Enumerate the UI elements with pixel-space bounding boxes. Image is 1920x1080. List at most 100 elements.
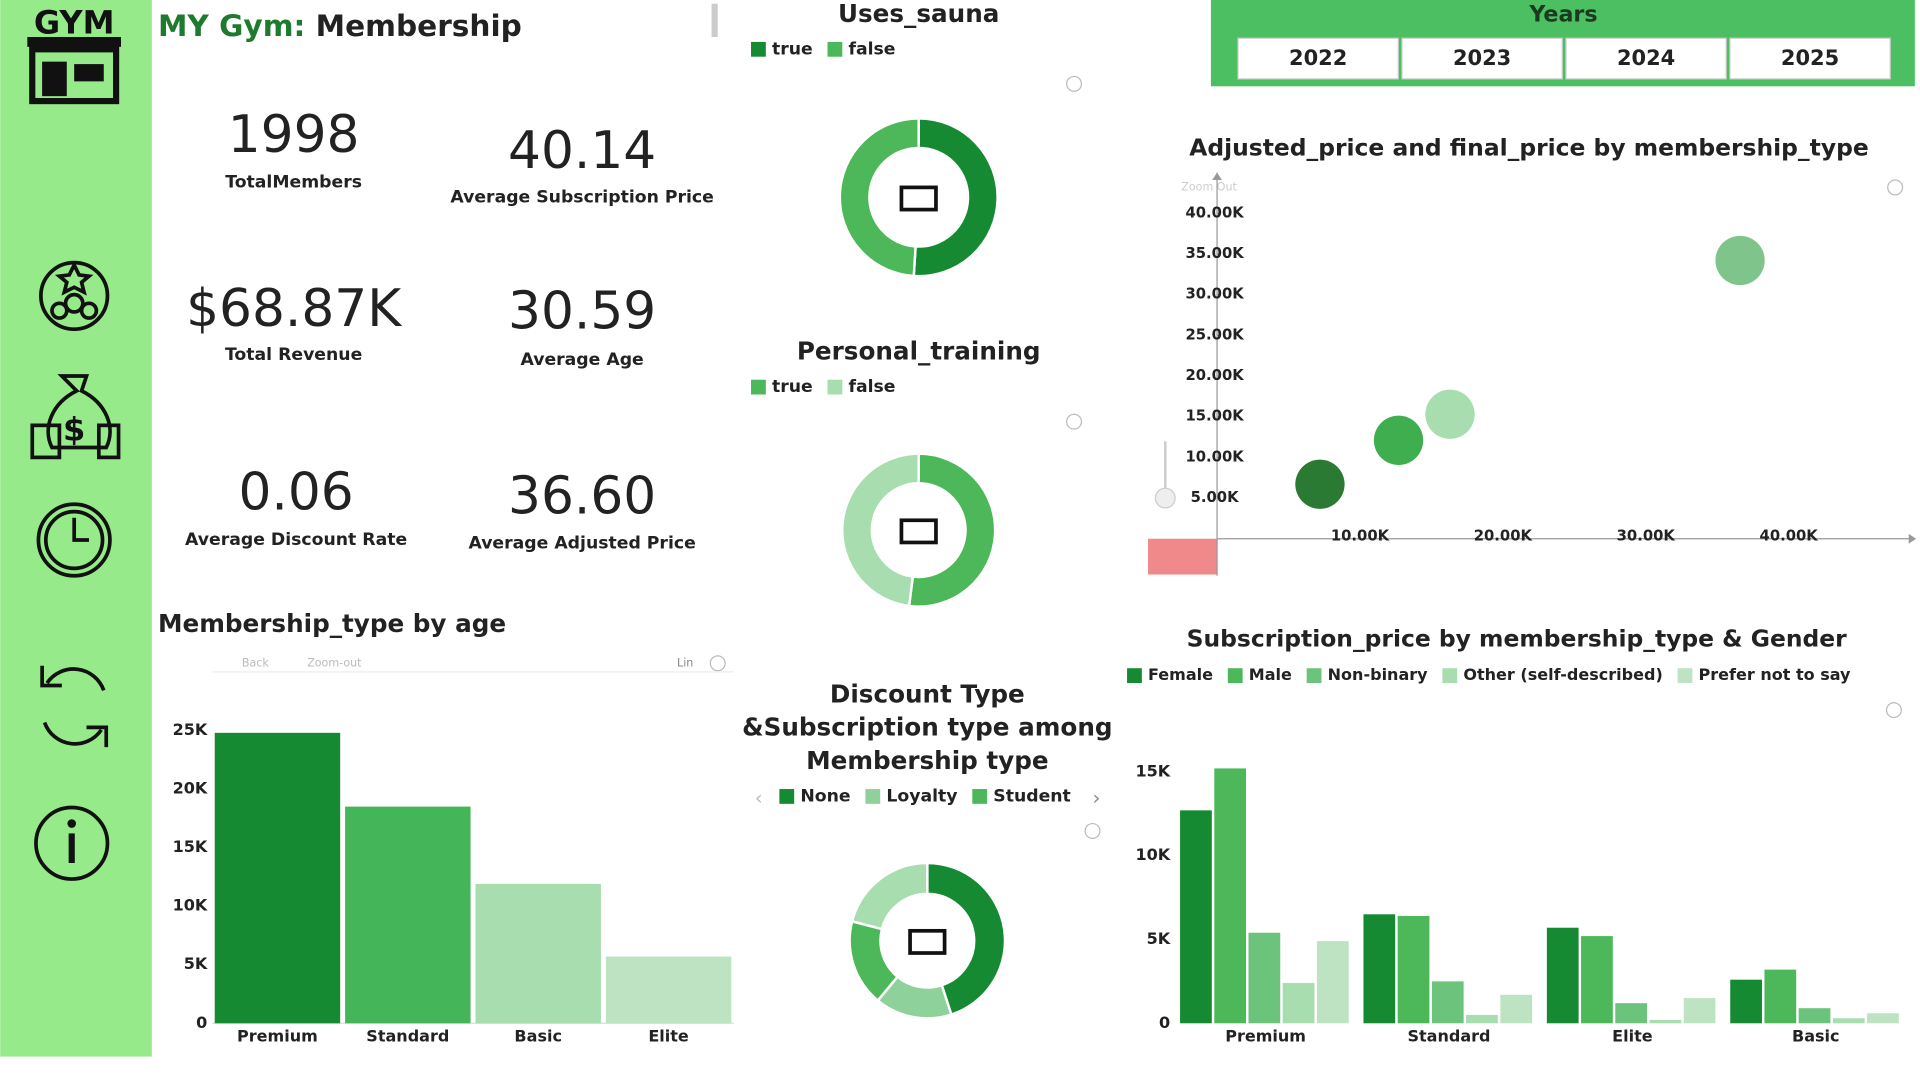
slicer-button[interactable] — [1565, 37, 1727, 80]
kpi-label: TotalMembers — [225, 172, 362, 192]
center-icon — [882, 896, 972, 986]
kpi-value: 40.14 — [508, 121, 656, 181]
bar — [1581, 936, 1613, 1024]
legend-label: true — [772, 377, 813, 397]
legend-next[interactable]: › — [1093, 786, 1101, 809]
bar — [1282, 983, 1315, 1024]
svg-text:$: $ — [63, 411, 85, 449]
bar — [1867, 1013, 1899, 1024]
donut-slice — [912, 117, 999, 278]
legend-swatch — [779, 789, 795, 804]
chart-title: Adjusted_price and final_price by member… — [1189, 134, 1868, 162]
center-icon — [899, 518, 938, 545]
toolbar-zoom[interactable]: Zoom Out — [1181, 180, 1237, 193]
legend-label: false — [848, 377, 895, 397]
legend-prev[interactable]: ‹ — [755, 786, 763, 809]
y-tick-label: 10K — [1136, 845, 1171, 864]
x-tick-label: Basic — [514, 1026, 562, 1045]
slicer-option[interactable]: 2023 — [1453, 46, 1511, 70]
bar — [1832, 1018, 1865, 1024]
legend-swatch — [1677, 668, 1693, 684]
legend-swatch — [1306, 668, 1322, 684]
y-tick-label: 10.00K — [1185, 448, 1244, 465]
y-tick-label: 15K — [173, 837, 208, 856]
legend-swatch — [827, 41, 843, 57]
legend-label: true — [772, 39, 813, 59]
bar — [1397, 915, 1430, 1024]
kpi-value: 30.59 — [508, 281, 656, 341]
legend-label: Loyalty — [886, 786, 957, 806]
bubble — [1373, 415, 1424, 465]
chart-title: Personal_training — [797, 337, 1041, 366]
donut-slice — [850, 861, 929, 931]
axis-arrow — [1212, 172, 1222, 180]
legend-swatch — [1127, 668, 1142, 684]
bar — [214, 732, 341, 1024]
bar — [1615, 1003, 1648, 1024]
y-tick-label: 30.00K — [1185, 286, 1244, 303]
y-tick-label: 35.00K — [1185, 245, 1244, 262]
bar — [1466, 1014, 1498, 1024]
y-tick-label: 15.00K — [1185, 408, 1244, 425]
chart-title: &Subscription type among — [742, 713, 1112, 742]
bar — [1431, 981, 1464, 1024]
y-tick-label: 10K — [173, 896, 208, 915]
help-icons[interactable] — [709, 75, 1904, 839]
chart-title: Membership_type by age — [158, 609, 506, 638]
legend-swatch — [865, 789, 881, 804]
y-tick-label: 0 — [1159, 1013, 1170, 1032]
scrollbar[interactable] — [711, 3, 718, 37]
slicer-option[interactable]: 2022 — [1289, 46, 1347, 70]
bar — [1214, 768, 1247, 1024]
legend-swatch — [827, 379, 843, 395]
toolbar-back[interactable]: Back — [242, 656, 269, 669]
kpi-label: Average Subscription Price — [450, 187, 713, 207]
toolbar-scale[interactable]: Lin — [677, 656, 693, 669]
x-tick-label: Elite — [648, 1026, 689, 1045]
slicer-button[interactable] — [1237, 37, 1399, 80]
x-tick-label: Elite — [1612, 1026, 1653, 1045]
logo: GYM — [27, 4, 122, 105]
legend-label: Non-binary — [1328, 665, 1429, 684]
bar — [1180, 810, 1212, 1024]
bar — [1363, 914, 1396, 1024]
nav-icons[interactable]: $ — [30, 260, 121, 881]
x-tick-label: 40.00K — [1760, 527, 1819, 544]
x-tick-label: 10.00K — [1331, 527, 1390, 544]
bar — [1248, 932, 1281, 1024]
y-tick-label: 25.00K — [1185, 326, 1244, 343]
legend-label: Other (self-described) — [1463, 665, 1662, 684]
bubble — [1715, 235, 1765, 286]
bar — [1730, 979, 1762, 1024]
sidebar — [0, 0, 152, 1057]
slicer-button[interactable] — [1729, 37, 1891, 80]
legend-label: Male — [1249, 665, 1292, 684]
slicer-option[interactable]: 2025 — [1781, 46, 1839, 70]
y-tick-label: 25K — [173, 720, 208, 739]
bar — [1500, 994, 1533, 1024]
slicer-button[interactable] — [1401, 37, 1563, 80]
page-title: MY Gym: Membership — [158, 9, 522, 43]
scatter-controls[interactable] — [1148, 441, 1218, 575]
bar — [605, 956, 732, 1024]
slicer-option[interactable]: 2024 — [1617, 46, 1675, 70]
center-icon — [871, 150, 966, 245]
y-tick-label: 20K — [173, 779, 208, 798]
bar — [1683, 998, 1716, 1024]
title-prefix: MY Gym: — [158, 9, 305, 43]
legend-label: Student — [993, 786, 1071, 806]
kpi-value: 1998 — [228, 105, 360, 165]
legend-label: Female — [1148, 665, 1213, 684]
kpi-value: $68.87K — [186, 279, 403, 339]
x-tick-label: Premium — [237, 1026, 318, 1045]
bar — [1546, 927, 1579, 1024]
kpi-label: Average Discount Rate — [185, 530, 407, 550]
x-tick-label: Basic — [1792, 1026, 1840, 1045]
legend-label: Prefer not to say — [1699, 665, 1852, 684]
donut-slice — [838, 117, 920, 278]
y-tick-label: 40.00K — [1185, 204, 1244, 221]
donut-slice — [907, 452, 997, 608]
toolbar-zoom[interactable]: Zoom-out — [307, 656, 362, 669]
